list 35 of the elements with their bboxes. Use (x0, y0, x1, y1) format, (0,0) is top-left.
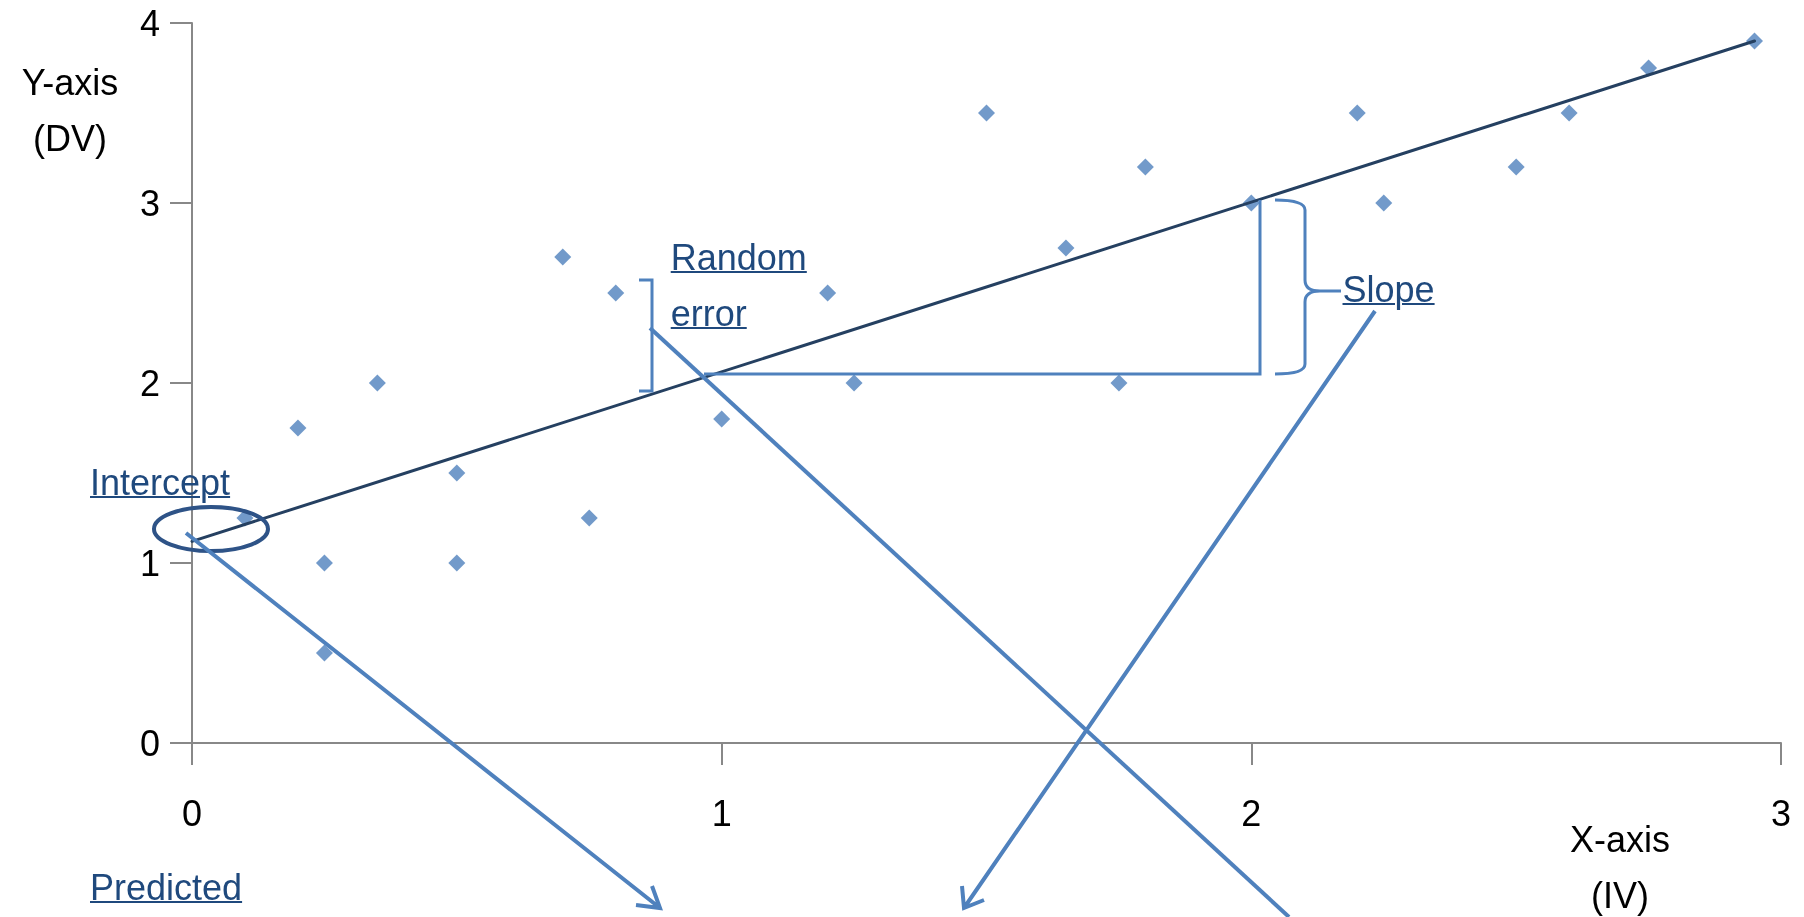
text: Predicted (90, 866, 243, 910)
y-axis-title: Y-axis (DV) (20, 61, 120, 161)
point (1110, 374, 1128, 392)
point (315, 644, 333, 662)
x-tick-label: 2 (1241, 792, 1262, 834)
x-axis-title: X-axis (IV) (1569, 818, 1671, 917)
point (1348, 104, 1366, 122)
point (845, 374, 863, 392)
point (448, 464, 466, 482)
y-tick-label: 0 (139, 722, 160, 764)
x-tick-label: 3 (1770, 792, 1792, 834)
point (978, 104, 995, 122)
annotation: Intercept (90, 461, 231, 506)
y-tick-label: 2 (139, 362, 160, 404)
y-tick-label: 1 (139, 542, 160, 584)
point (1136, 158, 1154, 176)
point (607, 284, 625, 302)
x-tick-label: 1 (711, 792, 732, 834)
point (1057, 239, 1075, 257)
point (580, 509, 598, 527)
point (819, 284, 837, 302)
point (289, 419, 307, 437)
y-tick-label: 4 (139, 2, 160, 44)
annotation: Random error (670, 236, 808, 336)
point (1507, 158, 1525, 176)
point (448, 554, 466, 572)
annotation: Slope (1342, 267, 1435, 312)
point (1375, 194, 1393, 212)
point (713, 410, 731, 428)
point (554, 248, 572, 266)
x-tick-label: 0 (181, 792, 203, 834)
point (368, 374, 386, 392)
point (1560, 104, 1578, 122)
point (315, 554, 333, 572)
y-tick-label: 3 (139, 182, 160, 224)
